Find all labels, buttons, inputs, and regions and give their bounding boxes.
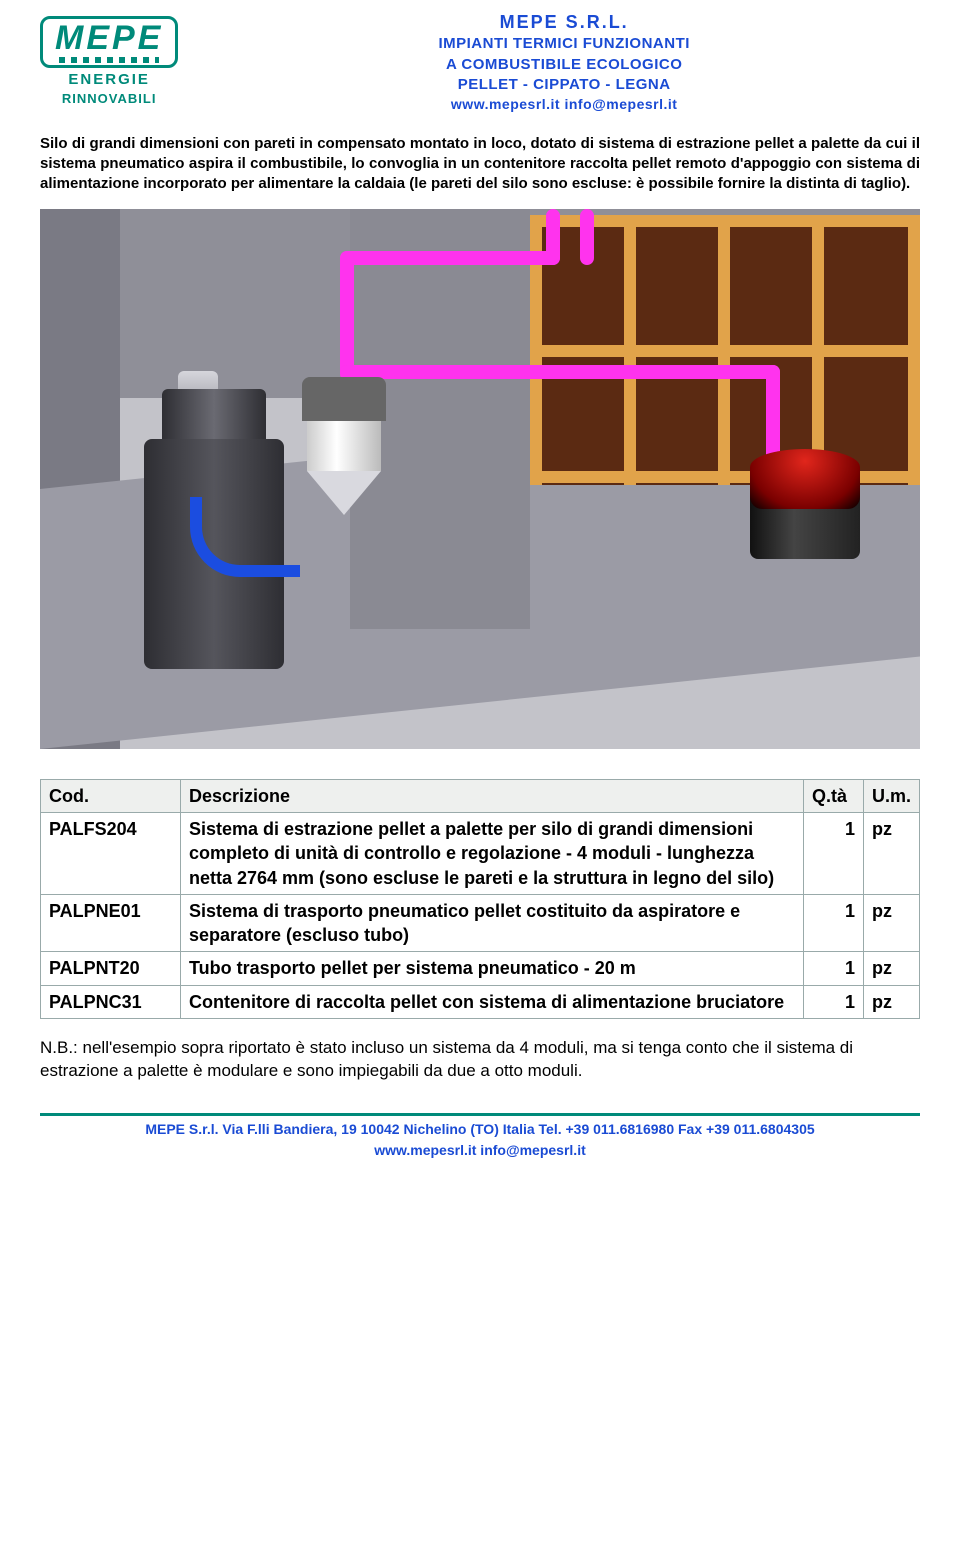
cell-cod: PALPNT20	[41, 952, 181, 985]
logo-main: MEPE	[55, 21, 163, 55]
cell-desc: Sistema di trasporto pneumatico pellet c…	[181, 894, 804, 952]
product-table: Cod. Descrizione Q.tà U.m. PALFS204 Sist…	[40, 779, 920, 1019]
cell-um: pz	[863, 894, 919, 952]
system-illustration	[40, 209, 920, 749]
blue-hose-icon	[190, 497, 300, 577]
cell-cod: PALPNC31	[41, 985, 181, 1018]
cell-qty: 1	[803, 952, 863, 985]
logo-sub2: RINNOVABILI	[62, 90, 157, 108]
pipe-down-sep	[340, 251, 354, 381]
page-footer: MEPE S.r.l. Via F.lli Bandiera, 19 10042…	[40, 1113, 920, 1160]
header-line3: PELLET - CIPPATO - LEGNA	[208, 75, 920, 95]
company-name: MEPE S.R.L.	[208, 10, 920, 34]
table-header-row: Cod. Descrizione Q.tà U.m.	[41, 779, 920, 812]
cell-um: pz	[863, 952, 919, 985]
col-qty: Q.tà	[803, 779, 863, 812]
table-row: PALPNT20 Tubo trasporto pellet per siste…	[41, 952, 920, 985]
col-um: U.m.	[863, 779, 919, 812]
pipe-stack1	[546, 209, 560, 265]
logo-wave-icon	[59, 57, 159, 63]
header-web: www.mepesrl.it info@mepesrl.it	[208, 95, 920, 114]
header-center: MEPE S.R.L. IMPIANTI TERMICI FUNZIONANTI…	[208, 10, 920, 114]
cell-qty: 1	[803, 894, 863, 952]
cell-qty: 1	[803, 985, 863, 1018]
cell-desc: Sistema di estrazione pellet a palette p…	[181, 812, 804, 894]
pellet-bin	[750, 449, 860, 509]
cell-desc: Contenitore di raccolta pellet con siste…	[181, 985, 804, 1018]
pipe-stack2	[580, 209, 594, 265]
table-row: PALFS204 Sistema di estrazione pellet a …	[41, 812, 920, 894]
page-header: MEPE ENERGIE RINNOVABILI MEPE S.R.L. IMP…	[40, 0, 920, 122]
nb-note: N.B.: nell'esempio sopra riportato è sta…	[40, 1037, 920, 1083]
col-desc: Descrizione	[181, 779, 804, 812]
separator-unit	[302, 377, 386, 497]
pipe-down-bin	[766, 365, 780, 465]
table-row: PALPNC31 Contenitore di raccolta pellet …	[41, 985, 920, 1018]
intro-paragraph: Silo di grandi dimensioni con pareti in …	[40, 134, 920, 195]
pipe-mid	[340, 365, 780, 379]
cell-cod: PALPNE01	[41, 894, 181, 952]
footer-line2: www.mepesrl.it info@mepesrl.it	[40, 1141, 920, 1160]
cell-um: pz	[863, 812, 919, 894]
pipe-top	[340, 251, 560, 265]
table-row: PALPNE01 Sistema di trasporto pneumatico…	[41, 894, 920, 952]
cell-cod: PALFS204	[41, 812, 181, 894]
logo: MEPE ENERGIE RINNOVABILI	[40, 16, 178, 108]
logo-sub1: ENERGIE	[68, 70, 150, 90]
cell-um: pz	[863, 985, 919, 1018]
cell-desc: Tubo trasporto pellet per sistema pneuma…	[181, 952, 804, 985]
footer-line1: MEPE S.r.l. Via F.lli Bandiera, 19 10042…	[40, 1120, 920, 1139]
col-cod: Cod.	[41, 779, 181, 812]
header-line2: A COMBUSTIBILE ECOLOGICO	[208, 55, 920, 75]
cell-qty: 1	[803, 812, 863, 894]
header-line1: IMPIANTI TERMICI FUNZIONANTI	[208, 34, 920, 54]
